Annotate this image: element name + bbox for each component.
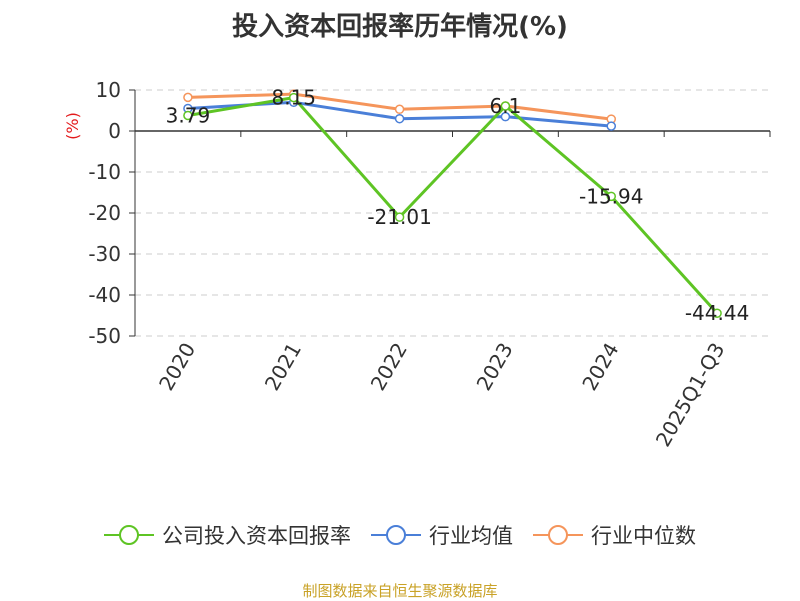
legend-label-company: 公司投入资本回报率 xyxy=(162,524,351,548)
y-tick-label: -20 xyxy=(88,201,121,225)
data-point-company xyxy=(500,101,511,111)
legend-item-industry-avg[interactable]: 行业均值 xyxy=(371,520,513,550)
data-point-company xyxy=(712,308,722,318)
legend-item-industry-median[interactable]: 行业中位数 xyxy=(533,520,696,550)
legend-marker-industry-avg xyxy=(386,525,406,545)
data-point-company xyxy=(289,92,299,103)
data-label: -15.94 xyxy=(579,184,643,208)
legend-label-industry-median: 行业中位数 xyxy=(591,524,696,548)
data-point-industry-avg xyxy=(500,111,511,122)
y-tick-label: -10 xyxy=(88,160,121,184)
legend-swatch-industry-median xyxy=(533,525,583,545)
data-point-industry-avg xyxy=(394,113,405,124)
data-point-industry-median xyxy=(394,104,405,115)
legend-swatch-industry-avg xyxy=(371,525,421,545)
source-note: 制图数据来自恒生聚源数据库 xyxy=(302,582,498,600)
grid-layer xyxy=(135,89,770,337)
x-tick-label: 2023 xyxy=(472,339,518,395)
x-tick-label: 2021 xyxy=(260,339,306,395)
data-label: 3.79 xyxy=(166,103,211,127)
y-tick-label: 0 xyxy=(108,119,121,143)
data-label: 6.1 xyxy=(490,94,522,118)
legend-label-industry-avg: 行业均值 xyxy=(429,524,513,548)
x-tick-label: 2024 xyxy=(577,339,623,395)
data-label: -21.01 xyxy=(367,205,431,229)
y-tick-label: 10 xyxy=(96,78,121,102)
y-tick-label: -30 xyxy=(88,242,121,266)
data-point-company xyxy=(606,191,616,202)
legend-item-company[interactable]: 公司投入资本回报率 xyxy=(104,520,351,550)
x-tick-label: 2025Q1-Q3 xyxy=(651,339,730,451)
series-layer xyxy=(183,89,722,318)
legend-marker-industry-median xyxy=(548,525,568,545)
chart-title: 投入资本回报率历年情况(%) xyxy=(232,12,568,42)
data-point-company xyxy=(394,212,405,222)
legend: 公司投入资本回报率 行业均值 行业中位数 xyxy=(0,520,800,550)
y-unit-label: (%) xyxy=(63,112,82,140)
data-point-industry-avg xyxy=(606,121,616,131)
legend-swatch-company xyxy=(104,525,154,545)
legend-marker-company xyxy=(119,525,139,545)
x-tick-label: 2022 xyxy=(366,339,412,395)
data-point-industry-median xyxy=(183,92,193,103)
data-point-company xyxy=(183,110,193,121)
axis-layer: 10 0 -10 -20 -30 -40 -50 2020 2021 2022 2023 2024 20… xyxy=(63,78,771,451)
x-tick-label: 2020 xyxy=(154,339,200,395)
data-label: 8.15 xyxy=(271,86,316,110)
series-line-company xyxy=(187,96,719,315)
data-label-layer: 3.79 8.15 -21.01 6.1 -15.94 -44.44 xyxy=(166,86,750,326)
y-tick-label: -50 xyxy=(88,324,121,348)
data-label: -44.44 xyxy=(685,301,749,325)
y-tick-label: -40 xyxy=(88,283,121,307)
